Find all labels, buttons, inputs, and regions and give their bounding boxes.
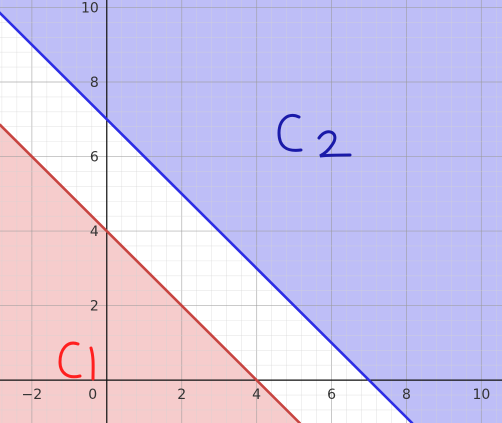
y-tick-label: 6: [90, 150, 99, 166]
y-tick-label: 10: [81, 0, 99, 16]
x-tick-label: 2: [177, 387, 186, 403]
y-tick-label: 8: [90, 75, 99, 91]
c1-annotation: [58, 341, 82, 379]
x-tick-label: 10: [472, 387, 490, 403]
c1-annotation-digit: [89, 346, 95, 381]
x-tick-label: 6: [327, 387, 336, 403]
y-tick-label: 2: [90, 299, 99, 315]
x-tick-label: 8: [402, 387, 411, 403]
tick-labels: −2 0 2 4 6 8 10 2 4 6 8 10: [22, 0, 491, 403]
x-tick-label: −2: [22, 387, 43, 403]
c2-annotation: [277, 114, 303, 152]
boundary-line-c1: [0, 123, 302, 423]
x-tick-label: 0: [88, 387, 97, 403]
c2-annotation-digit: [317, 130, 352, 158]
handwritten-annotations: [58, 114, 352, 381]
boundary-lines: [0, 11, 414, 423]
y-tick-label: 4: [90, 224, 99, 240]
boundary-line-c2: [0, 11, 414, 423]
x-tick-label: 4: [252, 387, 261, 403]
